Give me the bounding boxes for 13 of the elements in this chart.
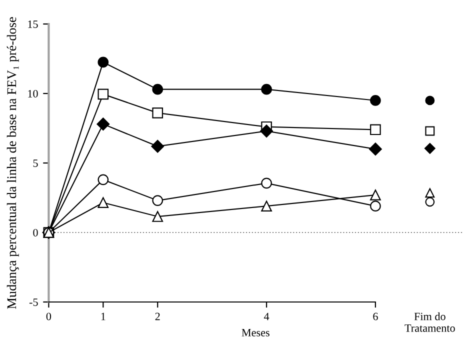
x-tick-label: 0 [46,312,52,320]
y-tick-label: 5 [33,160,38,167]
x-tick-label: 6 [373,312,378,320]
y-tick-label: 15 [28,20,38,28]
y-tick-label: -5 [29,298,38,306]
x-tick-label: 1 [101,312,106,320]
x-tick-label: 4 [264,312,270,320]
x-tick-label: 2 [155,312,160,320]
y-tick-label: 10 [28,90,38,98]
x-tick-label: Fim do Tratamento [404,312,455,332]
x-axis-title: Meses [242,328,270,336]
y-tick-label: 0 [33,228,38,236]
y-axis-title: Mudança percentual da linha de base na FEV₁ pré-dose [6,17,19,309]
